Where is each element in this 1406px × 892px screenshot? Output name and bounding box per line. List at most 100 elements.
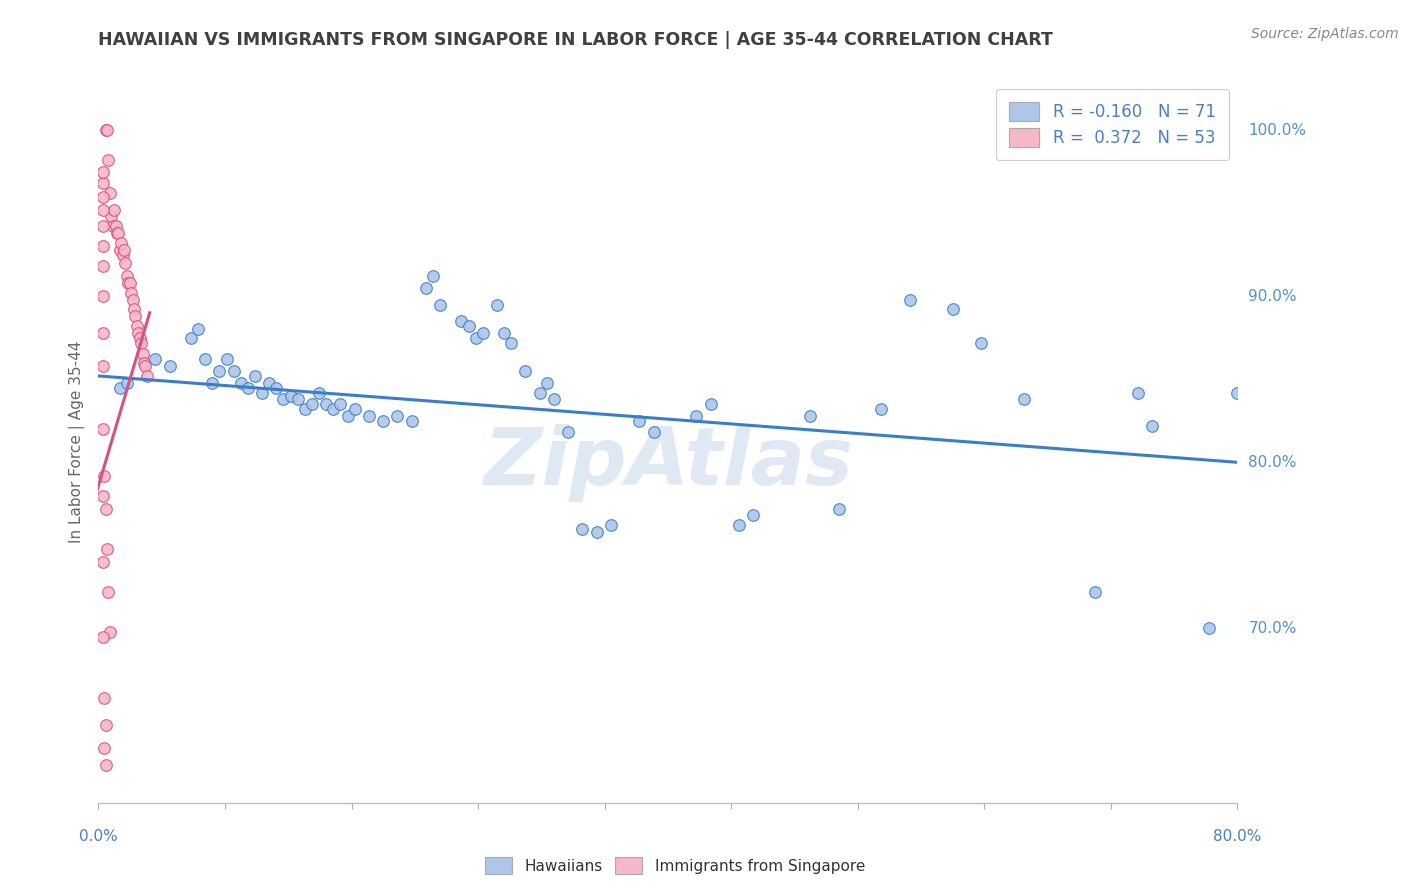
Text: HAWAIIAN VS IMMIGRANTS FROM SINGAPORE IN LABOR FORCE | AGE 35-44 CORRELATION CHA: HAWAIIAN VS IMMIGRANTS FROM SINGAPORE IN…: [98, 31, 1053, 49]
Point: [1126, 385, 1149, 400]
Point: [107, 226, 129, 240]
Point: [273, 392, 295, 407]
Point: [127, 326, 149, 340]
Point: [201, 376, 224, 390]
Point: [643, 425, 665, 440]
Point: [132, 356, 155, 370]
Text: Source: ZipAtlas.com: Source: ZipAtlas.com: [1251, 27, 1399, 41]
Point: [91, 176, 114, 190]
Point: [121, 293, 143, 307]
Point: [229, 376, 252, 390]
Point: [294, 402, 316, 417]
Point: [98, 624, 121, 639]
Point: [108, 243, 131, 257]
Point: [93, 741, 115, 756]
Point: [898, 293, 921, 307]
Legend: Hawaiians, Immigrants from Singapore: Hawaiians, Immigrants from Singapore: [478, 851, 872, 880]
Point: [91, 202, 114, 217]
Text: 100.0%: 100.0%: [1249, 122, 1306, 137]
Point: [1198, 621, 1220, 635]
Point: [1012, 392, 1035, 407]
Point: [97, 153, 120, 167]
Point: [91, 489, 114, 503]
Point: [91, 630, 114, 644]
Point: [870, 402, 893, 417]
Point: [159, 359, 181, 373]
Point: [125, 319, 148, 334]
Point: [373, 414, 395, 428]
Point: [122, 302, 145, 317]
Point: [515, 364, 537, 378]
Point: [699, 397, 721, 411]
Point: [557, 425, 579, 440]
Point: [215, 352, 238, 367]
Point: [970, 335, 993, 350]
Point: [600, 518, 623, 533]
Text: 70.0%: 70.0%: [1249, 621, 1296, 636]
Point: [91, 189, 114, 203]
Point: [114, 256, 136, 270]
Point: [91, 164, 114, 178]
Point: [194, 352, 217, 367]
Point: [108, 380, 131, 394]
Point: [91, 359, 114, 373]
Point: [120, 285, 142, 300]
Point: [131, 347, 153, 361]
Point: [91, 289, 114, 303]
Point: [301, 397, 323, 411]
Point: [287, 392, 309, 407]
Point: [486, 297, 509, 311]
Point: [728, 518, 751, 533]
Point: [124, 309, 146, 323]
Point: [422, 269, 444, 284]
Point: [91, 326, 114, 340]
Point: [98, 186, 121, 201]
Point: [93, 691, 115, 706]
Point: [100, 210, 122, 224]
Point: [91, 260, 114, 274]
Point: [91, 555, 114, 569]
Point: [429, 297, 451, 311]
Point: [129, 335, 152, 350]
Point: [97, 585, 120, 599]
Point: [208, 364, 231, 378]
Point: [91, 219, 114, 234]
Point: [101, 219, 124, 234]
Point: [128, 331, 150, 345]
Text: 0.0%: 0.0%: [79, 830, 118, 844]
Point: [110, 235, 132, 250]
Point: [145, 352, 167, 367]
Point: [742, 508, 765, 523]
Point: [259, 376, 281, 390]
Point: [115, 269, 138, 284]
Point: [91, 422, 114, 436]
Point: [105, 226, 128, 240]
Point: [96, 123, 118, 137]
Point: [543, 392, 565, 407]
Point: [94, 501, 117, 516]
Point: [457, 319, 479, 334]
Point: [135, 368, 157, 383]
Point: [236, 380, 259, 394]
Point: [450, 314, 472, 328]
Point: [104, 219, 127, 234]
Point: [343, 402, 366, 417]
Point: [243, 368, 266, 383]
Point: [828, 501, 851, 516]
Point: [111, 248, 134, 262]
Point: [585, 524, 607, 539]
Point: [112, 243, 135, 257]
Point: [494, 326, 516, 340]
Point: [1226, 385, 1249, 400]
Point: [115, 376, 138, 390]
Text: 80.0%: 80.0%: [1213, 830, 1261, 844]
Point: [103, 202, 125, 217]
Point: [322, 402, 344, 417]
Point: [329, 397, 352, 411]
Point: [942, 302, 965, 317]
Point: [415, 281, 437, 295]
Point: [536, 376, 558, 390]
Legend: R = -0.160   N = 71, R =  0.372   N = 53: R = -0.160 N = 71, R = 0.372 N = 53: [995, 88, 1229, 161]
Point: [685, 409, 707, 423]
Point: [94, 717, 117, 731]
